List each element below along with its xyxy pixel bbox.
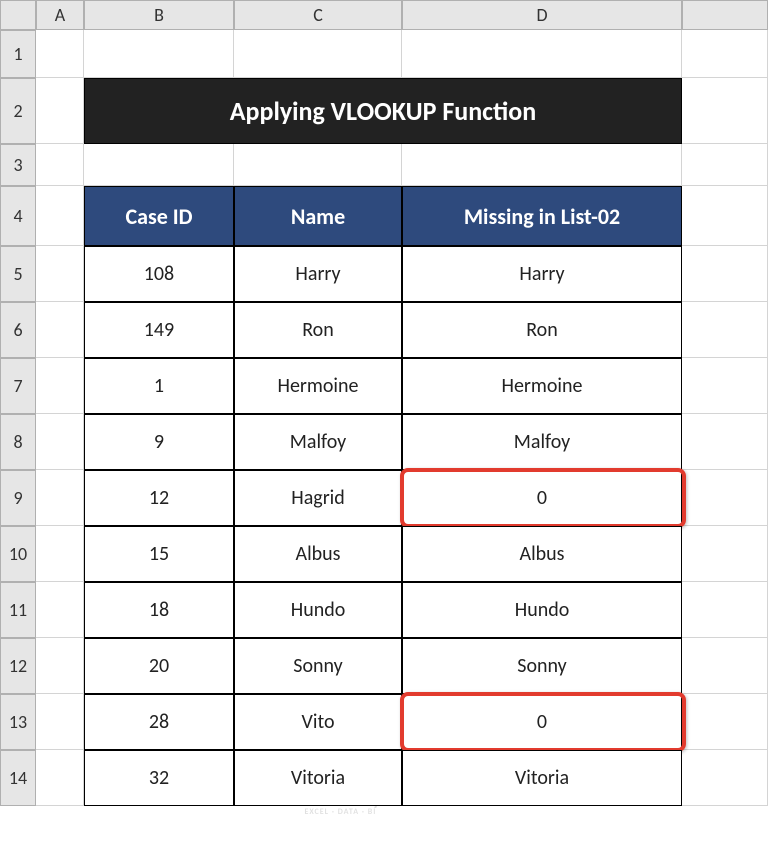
cell-A4[interactable] <box>36 186 84 246</box>
cell-E2[interactable] <box>682 78 768 144</box>
table-cell-missing-r10[interactable]: Albus <box>402 526 682 582</box>
cell-A10[interactable] <box>36 526 84 582</box>
table-cell-id-r6[interactable]: 149 <box>84 302 234 358</box>
row-header-1[interactable]: 1 <box>0 30 36 78</box>
table-cell-missing-r12[interactable]: Sonny <box>402 638 682 694</box>
table-cell-id-r12[interactable]: 20 <box>84 638 234 694</box>
row-header-9[interactable]: 9 <box>0 470 36 526</box>
cell-A6[interactable] <box>36 302 84 358</box>
cell-E14[interactable] <box>682 750 768 806</box>
table-cell-name-r7[interactable]: Hermoine <box>234 358 402 414</box>
cell-D1[interactable] <box>402 30 682 78</box>
cell-E9[interactable] <box>682 470 768 526</box>
cell-B3[interactable] <box>84 144 234 186</box>
table-cell-id-r13[interactable]: 28 <box>84 694 234 750</box>
table-header-D: Missing in List-02 <box>402 186 682 246</box>
table-cell-id-r7[interactable]: 1 <box>84 358 234 414</box>
table-cell-missing-r8[interactable]: Malfoy <box>402 414 682 470</box>
table-cell-id-r5[interactable]: 108 <box>84 246 234 302</box>
cell-C1[interactable] <box>234 30 402 78</box>
table-cell-name-r14[interactable]: Vitoria <box>234 750 402 806</box>
table-cell-name-r8[interactable]: Malfoy <box>234 414 402 470</box>
cell-A9[interactable] <box>36 470 84 526</box>
table-cell-id-r9[interactable]: 12 <box>84 470 234 526</box>
row-header-4[interactable]: 4 <box>0 186 36 246</box>
row-header-10[interactable]: 10 <box>0 526 36 582</box>
cell-C3[interactable] <box>234 144 402 186</box>
cell-E4[interactable] <box>682 186 768 246</box>
cell-A7[interactable] <box>36 358 84 414</box>
cell-E5[interactable] <box>682 246 768 302</box>
table-cell-missing-r11[interactable]: Hundo <box>402 582 682 638</box>
cell-E3[interactable] <box>682 144 768 186</box>
table-cell-id-r11[interactable]: 18 <box>84 582 234 638</box>
table-cell-missing-r9[interactable]: 0 <box>402 470 682 526</box>
cell-A12[interactable] <box>36 638 84 694</box>
title-banner: Applying VLOOKUP Function <box>84 78 682 144</box>
cell-E1[interactable] <box>682 30 768 78</box>
column-header-D[interactable]: D <box>402 0 682 30</box>
row-header-13[interactable]: 13 <box>0 694 36 750</box>
table-cell-missing-r13[interactable]: 0 <box>402 694 682 750</box>
cell-A14[interactable] <box>36 750 84 806</box>
table-cell-missing-r14[interactable]: Vitoria <box>402 750 682 806</box>
table-cell-name-r11[interactable]: Hundo <box>234 582 402 638</box>
row-header-3[interactable]: 3 <box>0 144 36 186</box>
table-cell-name-r6[interactable]: Ron <box>234 302 402 358</box>
cell-E10[interactable] <box>682 526 768 582</box>
cell-E12[interactable] <box>682 638 768 694</box>
column-header-extra[interactable] <box>682 0 768 30</box>
cell-A11[interactable] <box>36 582 84 638</box>
column-header-A[interactable]: A <box>36 0 84 30</box>
cell-A13[interactable] <box>36 694 84 750</box>
table-cell-name-r5[interactable]: Harry <box>234 246 402 302</box>
table-cell-missing-r5[interactable]: Harry <box>402 246 682 302</box>
row-header-11[interactable]: 11 <box>0 582 36 638</box>
cell-A1[interactable] <box>36 30 84 78</box>
cell-A3[interactable] <box>36 144 84 186</box>
cell-E8[interactable] <box>682 414 768 470</box>
table-cell-name-r12[interactable]: Sonny <box>234 638 402 694</box>
row-header-2[interactable]: 2 <box>0 78 36 144</box>
column-header-B[interactable]: B <box>84 0 234 30</box>
row-header-5[interactable]: 5 <box>0 246 36 302</box>
table-cell-missing-r6[interactable]: Ron <box>402 302 682 358</box>
cell-A5[interactable] <box>36 246 84 302</box>
select-all-corner[interactable] <box>0 0 36 30</box>
row-header-6[interactable]: 6 <box>0 302 36 358</box>
table-cell-id-r14[interactable]: 32 <box>84 750 234 806</box>
cell-E6[interactable] <box>682 302 768 358</box>
cell-D3[interactable] <box>402 144 682 186</box>
column-header-C[interactable]: C <box>234 0 402 30</box>
row-header-8[interactable]: 8 <box>0 414 36 470</box>
table-cell-id-r10[interactable]: 15 <box>84 526 234 582</box>
cell-B1[interactable] <box>84 30 234 78</box>
cell-E7[interactable] <box>682 358 768 414</box>
row-header-12[interactable]: 12 <box>0 638 36 694</box>
cell-E11[interactable] <box>682 582 768 638</box>
table-header-C: Name <box>234 186 402 246</box>
cell-E13[interactable] <box>682 694 768 750</box>
row-header-14[interactable]: 14 <box>0 750 36 806</box>
table-cell-name-r13[interactable]: Vito <box>234 694 402 750</box>
cell-A2[interactable] <box>36 78 84 144</box>
row-header-7[interactable]: 7 <box>0 358 36 414</box>
table-cell-id-r8[interactable]: 9 <box>84 414 234 470</box>
table-cell-name-r9[interactable]: Hagrid <box>234 470 402 526</box>
cell-A8[interactable] <box>36 414 84 470</box>
table-cell-missing-r7[interactable]: Hermoine <box>402 358 682 414</box>
table-header-B: Case ID <box>84 186 234 246</box>
table-cell-name-r10[interactable]: Albus <box>234 526 402 582</box>
